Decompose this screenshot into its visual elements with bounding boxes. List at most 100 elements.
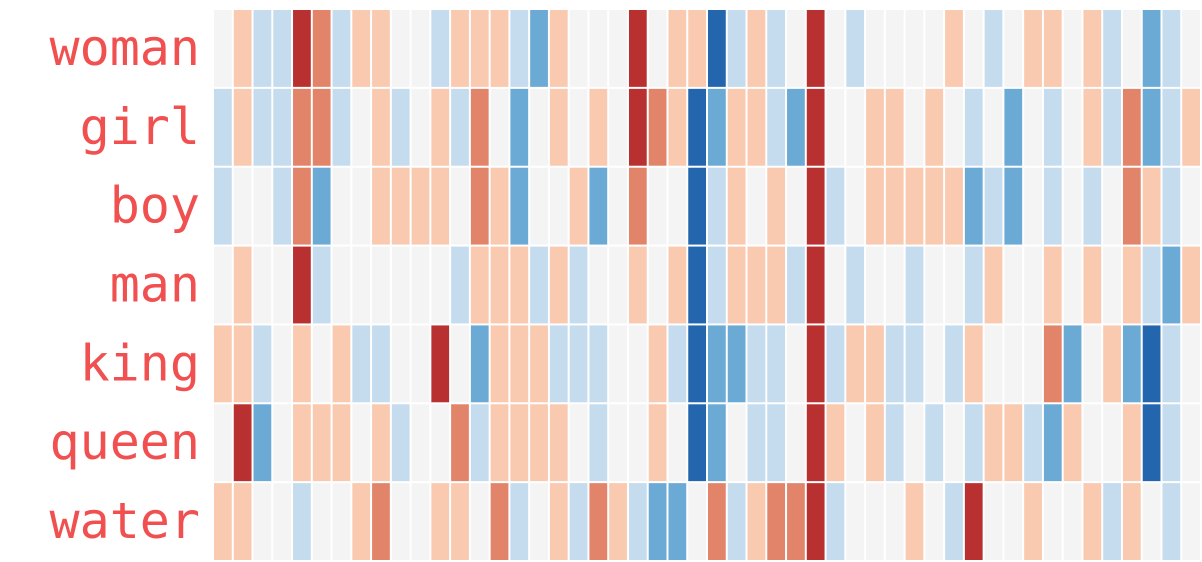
cell	[1004, 88, 1023, 166]
cell	[945, 246, 963, 324]
cell	[648, 325, 667, 403]
cell	[767, 404, 786, 482]
cell	[688, 246, 706, 324]
cell	[609, 88, 627, 166]
cell	[1063, 167, 1082, 245]
row-label: king	[80, 334, 200, 392]
cell	[1162, 483, 1181, 560]
cell	[767, 88, 786, 166]
cell	[293, 10, 311, 87]
cell	[925, 10, 944, 87]
cell	[411, 10, 430, 87]
cell	[1142, 88, 1161, 166]
cell	[945, 483, 963, 560]
cell	[293, 167, 311, 245]
cell	[1103, 10, 1121, 87]
cell	[984, 167, 1003, 245]
cell	[767, 10, 786, 87]
cell	[727, 10, 746, 87]
cell	[391, 325, 410, 403]
cell	[1083, 404, 1102, 482]
cell	[1063, 246, 1082, 324]
cell	[312, 167, 331, 245]
cell	[273, 88, 292, 166]
cell	[293, 483, 311, 560]
cell	[490, 404, 509, 482]
cell	[470, 246, 489, 324]
cell	[787, 483, 805, 560]
cell	[826, 246, 845, 324]
cell	[233, 88, 252, 166]
cell	[1162, 325, 1181, 403]
cell	[549, 404, 568, 482]
cell	[925, 404, 944, 482]
cell	[569, 325, 588, 403]
cell	[1024, 167, 1042, 245]
cell	[1103, 483, 1121, 560]
cell	[945, 10, 963, 87]
cell	[214, 325, 232, 403]
cell	[1004, 246, 1023, 324]
cell	[964, 10, 983, 87]
cell	[332, 404, 351, 482]
cell	[708, 167, 726, 245]
cell	[925, 167, 944, 245]
cell	[964, 167, 983, 245]
cell	[846, 325, 865, 403]
cell	[866, 325, 884, 403]
cell	[510, 167, 529, 245]
cell	[747, 325, 766, 403]
cell	[214, 88, 232, 166]
cell	[1043, 167, 1062, 245]
cell	[984, 483, 1003, 560]
cell	[945, 325, 963, 403]
cell	[866, 10, 884, 87]
cell	[806, 483, 825, 560]
cell	[846, 88, 865, 166]
cell	[530, 325, 548, 403]
cell	[1083, 325, 1102, 403]
cell	[273, 167, 292, 245]
cell	[253, 404, 272, 482]
cell	[885, 404, 904, 482]
cell	[411, 88, 430, 166]
cell	[233, 404, 252, 482]
cell	[1122, 246, 1141, 324]
cell	[431, 483, 450, 560]
cell	[530, 483, 548, 560]
cell	[233, 483, 252, 560]
cell	[1122, 88, 1141, 166]
cell	[925, 88, 944, 166]
cell	[905, 246, 924, 324]
cell	[332, 167, 351, 245]
cell	[549, 325, 568, 403]
cell	[1142, 483, 1161, 560]
cell	[925, 246, 944, 324]
row-label: man	[110, 256, 200, 314]
cell	[668, 483, 687, 560]
cell	[391, 10, 410, 87]
cell	[233, 246, 252, 324]
row-label: woman	[49, 19, 200, 77]
cell	[589, 404, 608, 482]
cell	[846, 10, 865, 87]
cell	[1103, 404, 1121, 482]
cell	[1043, 325, 1062, 403]
cell	[806, 167, 825, 245]
cell	[431, 404, 450, 482]
cell	[964, 325, 983, 403]
cell	[332, 325, 351, 403]
cell	[530, 88, 548, 166]
cell	[628, 325, 647, 403]
cell	[569, 10, 588, 87]
cell	[253, 325, 272, 403]
cell	[964, 246, 983, 324]
cell	[787, 325, 805, 403]
cell	[885, 246, 904, 324]
cell	[391, 88, 410, 166]
cell	[470, 325, 489, 403]
cell	[787, 88, 805, 166]
cell	[569, 483, 588, 560]
cell	[787, 167, 805, 245]
cell	[332, 10, 351, 87]
